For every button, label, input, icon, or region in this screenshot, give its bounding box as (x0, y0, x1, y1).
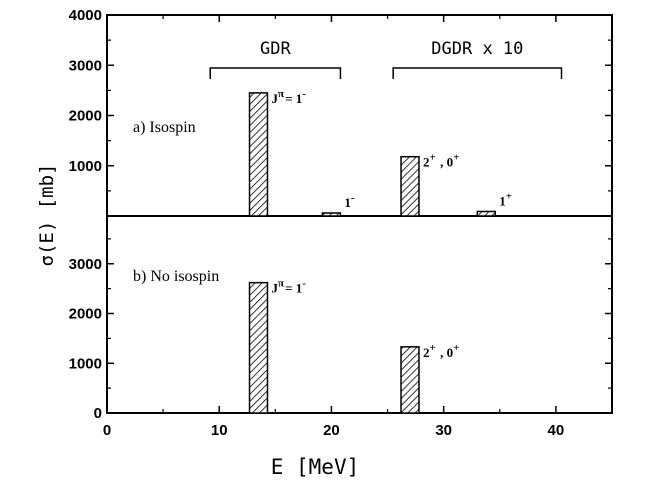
panel-label: b) No isospin (133, 268, 219, 285)
plot-frame (106, 14, 613, 414)
bar (321, 212, 342, 217)
bar-label: 1+ (499, 190, 513, 208)
bar-label: Jπ = 1- (271, 278, 307, 296)
bracket (209, 67, 342, 79)
y-tick-label: 3000 (69, 57, 102, 74)
x-tick-label: 0 (103, 422, 111, 439)
x-tick-label: 40 (548, 422, 565, 439)
panel-label: a) Isospin (133, 119, 196, 136)
plot-area: 0 10 20 30 40 1000 2000 3000 4000 a) Isospin Jπ = … (69, 7, 613, 439)
x-axis-label: E [MeV] (271, 455, 360, 479)
y-tick-label: 0 (94, 405, 102, 422)
x-tick-label: 30 (435, 422, 452, 439)
bar-label: 2+ , 0+ (423, 342, 461, 360)
bracket (392, 67, 563, 79)
x-tick-label: 10 (211, 422, 228, 439)
bar-label: 2+ , 0+ (423, 152, 461, 170)
panel-top: 1000 2000 3000 4000 a) Isospin Jπ = 1- 1- 2+ … (69, 7, 612, 217)
bar-label: 1- (344, 192, 355, 210)
bar (400, 155, 420, 217)
bar-label: Jπ = 1- (271, 88, 307, 106)
x-tick-label: 20 (323, 422, 340, 439)
bar (400, 346, 420, 414)
y-tick-label: 1000 (69, 355, 102, 372)
y-tick-label: 4000 (69, 7, 102, 24)
y-axis-label: σ(E) [mb] (36, 164, 58, 267)
bracket-label: DGDR x 10 (431, 39, 523, 59)
bar (248, 281, 269, 414)
y-tick-label: 1000 (69, 158, 102, 175)
y-tick-label: 2000 (69, 306, 102, 323)
panel-bottom: 0 1000 2000 3000 b) No isospin Jπ = 1- 2+ , 0… (69, 238, 612, 422)
y-tick-label: 2000 (69, 108, 102, 125)
bar (476, 210, 497, 217)
y-tick-label: 3000 (69, 256, 102, 273)
bracket-label: GDR (260, 39, 291, 59)
bar (248, 92, 269, 217)
